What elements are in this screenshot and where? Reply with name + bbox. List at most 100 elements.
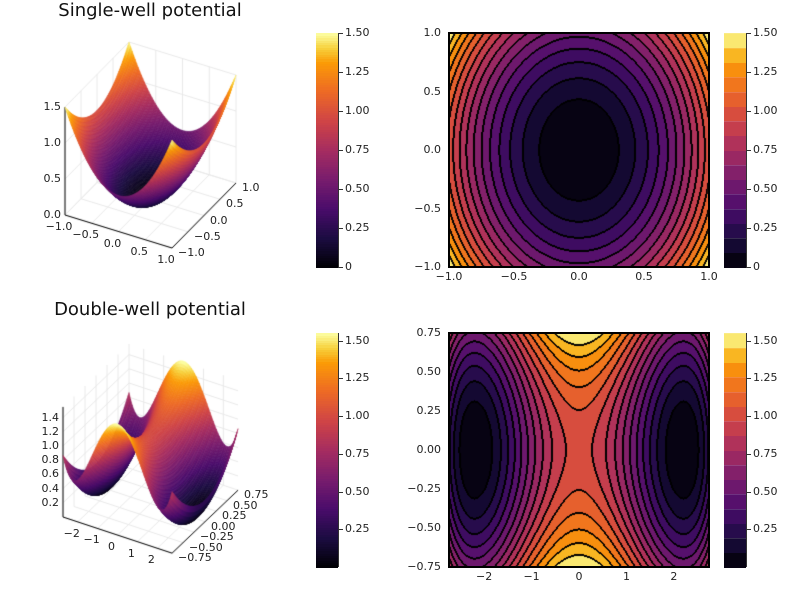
colorbar-band: [316, 203, 338, 207]
colorbar-band: [316, 35, 338, 39]
colorbar-band: [316, 206, 338, 210]
z-tick-label: 0.6: [41, 467, 60, 481]
x-tick-label: −0.5: [500, 270, 528, 283]
colorbar-band: [316, 262, 338, 266]
colorbar-tick: [746, 267, 751, 268]
colorbar-band: [316, 552, 338, 556]
colorbar-band: [316, 534, 338, 538]
colorbar-band: [316, 161, 338, 165]
colorbar-tick: [746, 416, 751, 418]
contour-frame-top: [448, 32, 710, 268]
colorbar-band: [316, 536, 338, 540]
y-tick-label: −0.75: [178, 551, 212, 565]
x-tick-label: 1: [127, 546, 135, 560]
colorbar-band: [316, 164, 338, 167]
colorbar-tick: [746, 453, 751, 455]
colorbar-band: [316, 522, 338, 526]
colorbar-band: [316, 335, 338, 339]
colorbar-tick-label: 0.50: [345, 182, 370, 195]
colorbar-tick-label: 0.25: [345, 221, 370, 234]
colorbar-tick-label: 0.75: [753, 446, 778, 460]
colorbar-band: [724, 179, 746, 195]
colorbar-band: [316, 524, 338, 528]
colorbar-band: [316, 182, 338, 186]
colorbar-band: [316, 354, 338, 357]
colorbar-band: [316, 520, 338, 524]
colorbar-band: [316, 128, 338, 132]
colorbar-band: [724, 552, 746, 568]
colorbar-band: [724, 208, 746, 224]
y-tick-label: 1.0: [242, 181, 260, 194]
colorbar-band: [316, 410, 338, 414]
colorbar-band: [316, 217, 338, 221]
colorbar-tick: [746, 33, 751, 34]
colorbar-band: [316, 494, 338, 498]
colorbar-band: [316, 159, 338, 163]
colorbar-band: [316, 356, 338, 360]
colorbar-band: [316, 407, 338, 411]
colorbar-band: [316, 368, 338, 372]
colorbar-band: [316, 114, 338, 118]
colorbar-tick-label: 1.50: [753, 26, 778, 39]
colorbar-band: [316, 452, 338, 456]
z-tick-label: 1.5: [43, 100, 62, 113]
x-tick-label: 0: [575, 570, 583, 583]
colorbar-band: [724, 135, 746, 151]
y-tick-label: 0.0: [423, 143, 442, 156]
y-tick-label: −1.0: [178, 246, 205, 259]
colorbar-tick: [338, 150, 343, 151]
colorbar-band: [316, 250, 338, 254]
colorbar-band: [724, 362, 746, 378]
colorbar-tick-label: 0.50: [753, 182, 778, 195]
colorbar-band: [316, 201, 338, 205]
single-well-surface-plot: [0, 0, 300, 300]
colorbar-tick-label: 1.00: [753, 104, 778, 117]
colorbar-band: [724, 252, 746, 268]
z-tick-label: 1.0: [41, 439, 60, 452]
colorbar-band: [316, 150, 338, 153]
colorbar-band: [316, 215, 338, 219]
colorbar-band: [316, 65, 338, 69]
z-tick-label: 0.8: [41, 453, 60, 467]
colorbar-tick-label: 0.50: [345, 484, 370, 498]
colorbar-band: [316, 417, 338, 421]
colorbar-band: [316, 468, 338, 472]
colorbar-band: [316, 564, 338, 568]
colorbar-band: [316, 168, 338, 172]
colorbar-band: [724, 508, 746, 524]
colorbar-band: [316, 236, 338, 240]
colorbar-band: [316, 222, 338, 226]
colorbar-tick: [338, 33, 343, 34]
colorbar-band: [316, 56, 338, 60]
y-tick-label: −0.5: [414, 201, 441, 215]
y-tick-label: −0.50: [189, 540, 223, 554]
colorbar-tick: [746, 491, 751, 493]
colorbar-band: [316, 234, 338, 238]
colorbar-band: [316, 112, 338, 116]
colorbar-tick: [338, 416, 343, 418]
colorbar-tick: [338, 111, 343, 112]
colorbar-tick: [338, 228, 343, 229]
colorbar-band: [316, 559, 338, 563]
y-tick-label: −0.5: [194, 229, 221, 243]
colorbar-band: [316, 98, 338, 102]
colorbar-tick-label: 1.50: [345, 26, 370, 39]
colorbar-band: [316, 259, 338, 263]
z-tick-label: 1.0: [43, 136, 62, 149]
y-tick-label: 0.0: [210, 213, 228, 227]
colorbar-band: [316, 70, 338, 74]
colorbar-band: [316, 403, 338, 407]
colorbar-tick-label: 0.75: [345, 143, 370, 156]
colorbar-band: [316, 231, 338, 235]
colorbar-band: [316, 49, 338, 53]
colorbar-band: [316, 175, 338, 179]
x-tick-label: 0: [108, 540, 116, 554]
colorbar-band: [316, 478, 338, 482]
colorbar-band: [316, 135, 338, 139]
y-tick-label: 0.00: [416, 443, 442, 456]
colorbar-tick-label: 0: [753, 260, 760, 273]
colorbar-band: [316, 103, 338, 107]
colorbar-band: [316, 189, 338, 193]
colorbar-band: [316, 548, 338, 552]
colorbar-band: [724, 450, 746, 466]
